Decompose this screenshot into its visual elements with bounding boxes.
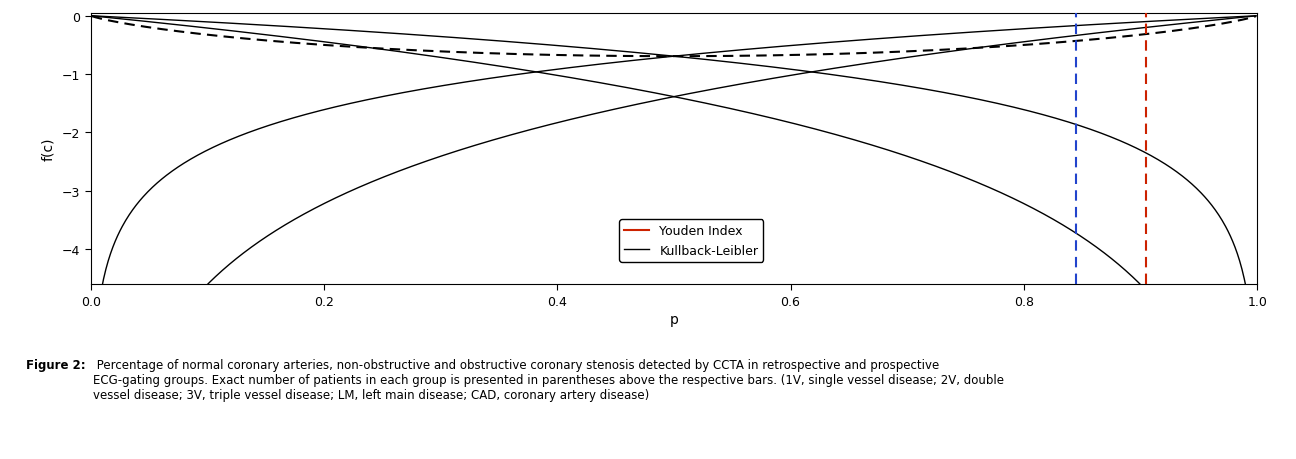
Y-axis label: f(c): f(c) — [41, 137, 54, 161]
Text: Percentage of normal coronary arteries, non-obstructive and obstructive coronary: Percentage of normal coronary arteries, … — [93, 358, 1004, 401]
Legend: Youden Index, Kullback-Leibler: Youden Index, Kullback-Leibler — [619, 220, 763, 262]
X-axis label: p: p — [670, 312, 678, 326]
Text: Figure 2:: Figure 2: — [26, 358, 86, 371]
